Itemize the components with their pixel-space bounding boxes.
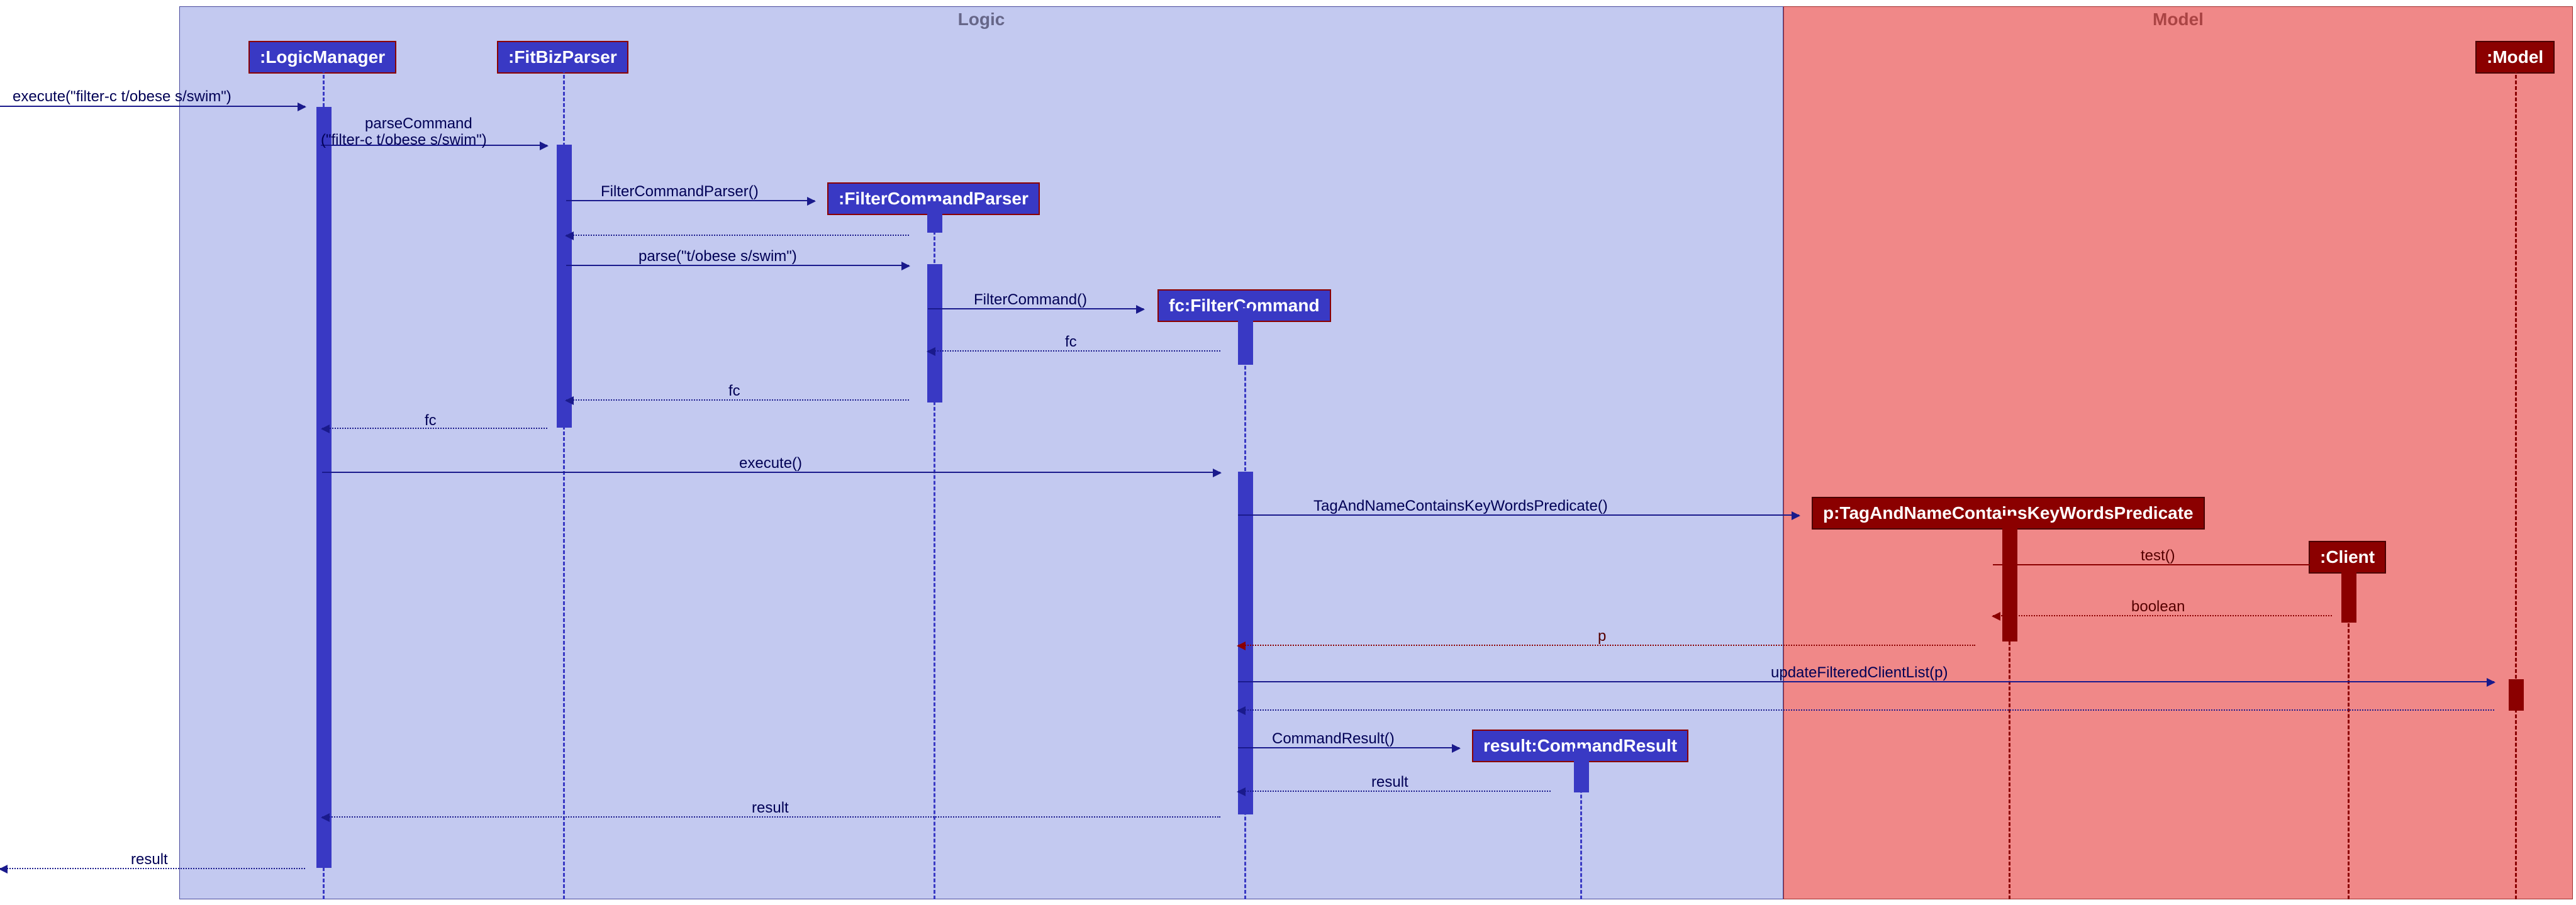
arrow-m4	[566, 235, 909, 236]
sequence-diagram: LogicModel:LogicManager:FitBizParser:Fil…	[0, 0, 2576, 905]
arrow-head-m3	[807, 197, 816, 206]
msg-label-m13: boolean	[2131, 598, 2185, 616]
arrow-head-m8	[565, 396, 574, 405]
arrow-m16	[1238, 709, 2494, 711]
msg-label-m11: TagAndNameContainsKeyWordsPredicate()	[1313, 497, 1608, 515]
msg-label-m7: fc	[1065, 333, 1077, 351]
arrow-head-m11	[1792, 511, 1800, 520]
lifeline-model	[2515, 69, 2517, 899]
activation-model-8	[2509, 679, 2524, 711]
arrow-head-m10	[1213, 469, 1222, 477]
msg-label-m15: updateFilteredClientList(p)	[1771, 664, 1948, 682]
msg-label-m19: result	[752, 799, 789, 817]
msg-label-m2a: parseCommand	[365, 115, 472, 133]
arrow-head-m9	[321, 425, 330, 433]
activation-pred-6	[2002, 516, 2017, 641]
arrow-head-m5	[901, 262, 910, 270]
arrow-head-m15	[2487, 678, 2495, 687]
msg-label-m18: result	[1371, 774, 1408, 791]
msg-label-m12: test()	[2141, 547, 2175, 565]
msg-label-m10: execute()	[739, 455, 802, 472]
arrow-head-m13	[1992, 612, 2000, 621]
msg-label-m5: parse("t/obese s/swim")	[638, 248, 797, 265]
msg-label-m3: FilterCommandParser()	[601, 183, 759, 201]
arrow-m14	[1238, 645, 1975, 646]
msg-label-m14: p	[1598, 628, 1606, 645]
frame-title-model: Model	[2153, 9, 2204, 30]
activation-fcp-2	[927, 201, 942, 233]
arrow-head-m16	[1237, 706, 1246, 715]
arrow-head-m20	[0, 865, 8, 874]
arrow-head-m18	[1237, 787, 1246, 796]
arrow-head-m1	[298, 103, 306, 111]
arrow-head-m4	[565, 231, 574, 240]
activation-fc-4	[1238, 308, 1253, 365]
msg-label-m17: CommandResult()	[1272, 730, 1395, 748]
activation-cr-9	[1574, 748, 1589, 792]
activation-lm-0	[316, 107, 332, 868]
arrow-head-m7	[927, 347, 935, 356]
msg-label-m2b: ("filter-c t/obese s/swim")	[321, 131, 487, 149]
msg-label-m20: result	[131, 851, 168, 869]
msg-label-m6: FilterCommand()	[974, 291, 1087, 309]
arrow-head-m6	[1136, 305, 1145, 314]
arrow-head-m2a	[540, 142, 549, 150]
activation-fbp-1	[557, 145, 572, 428]
arrow-head-m12	[2324, 561, 2333, 570]
activation-client-7	[2341, 566, 2356, 623]
frame-model: Model	[1783, 6, 2573, 899]
frame-title-logic: Logic	[958, 9, 1005, 30]
activation-fcp-3	[927, 264, 942, 403]
msg-label-m8: fc	[728, 382, 740, 400]
arrow-head-m17	[1452, 744, 1461, 753]
arrow-m1	[0, 106, 305, 107]
arrow-head-m14	[1237, 641, 1246, 650]
arrow-head-m19	[321, 813, 330, 822]
msg-label-m9: fc	[425, 412, 437, 430]
msg-label-m1: execute("filter-c t/obese s/swim")	[13, 88, 231, 106]
